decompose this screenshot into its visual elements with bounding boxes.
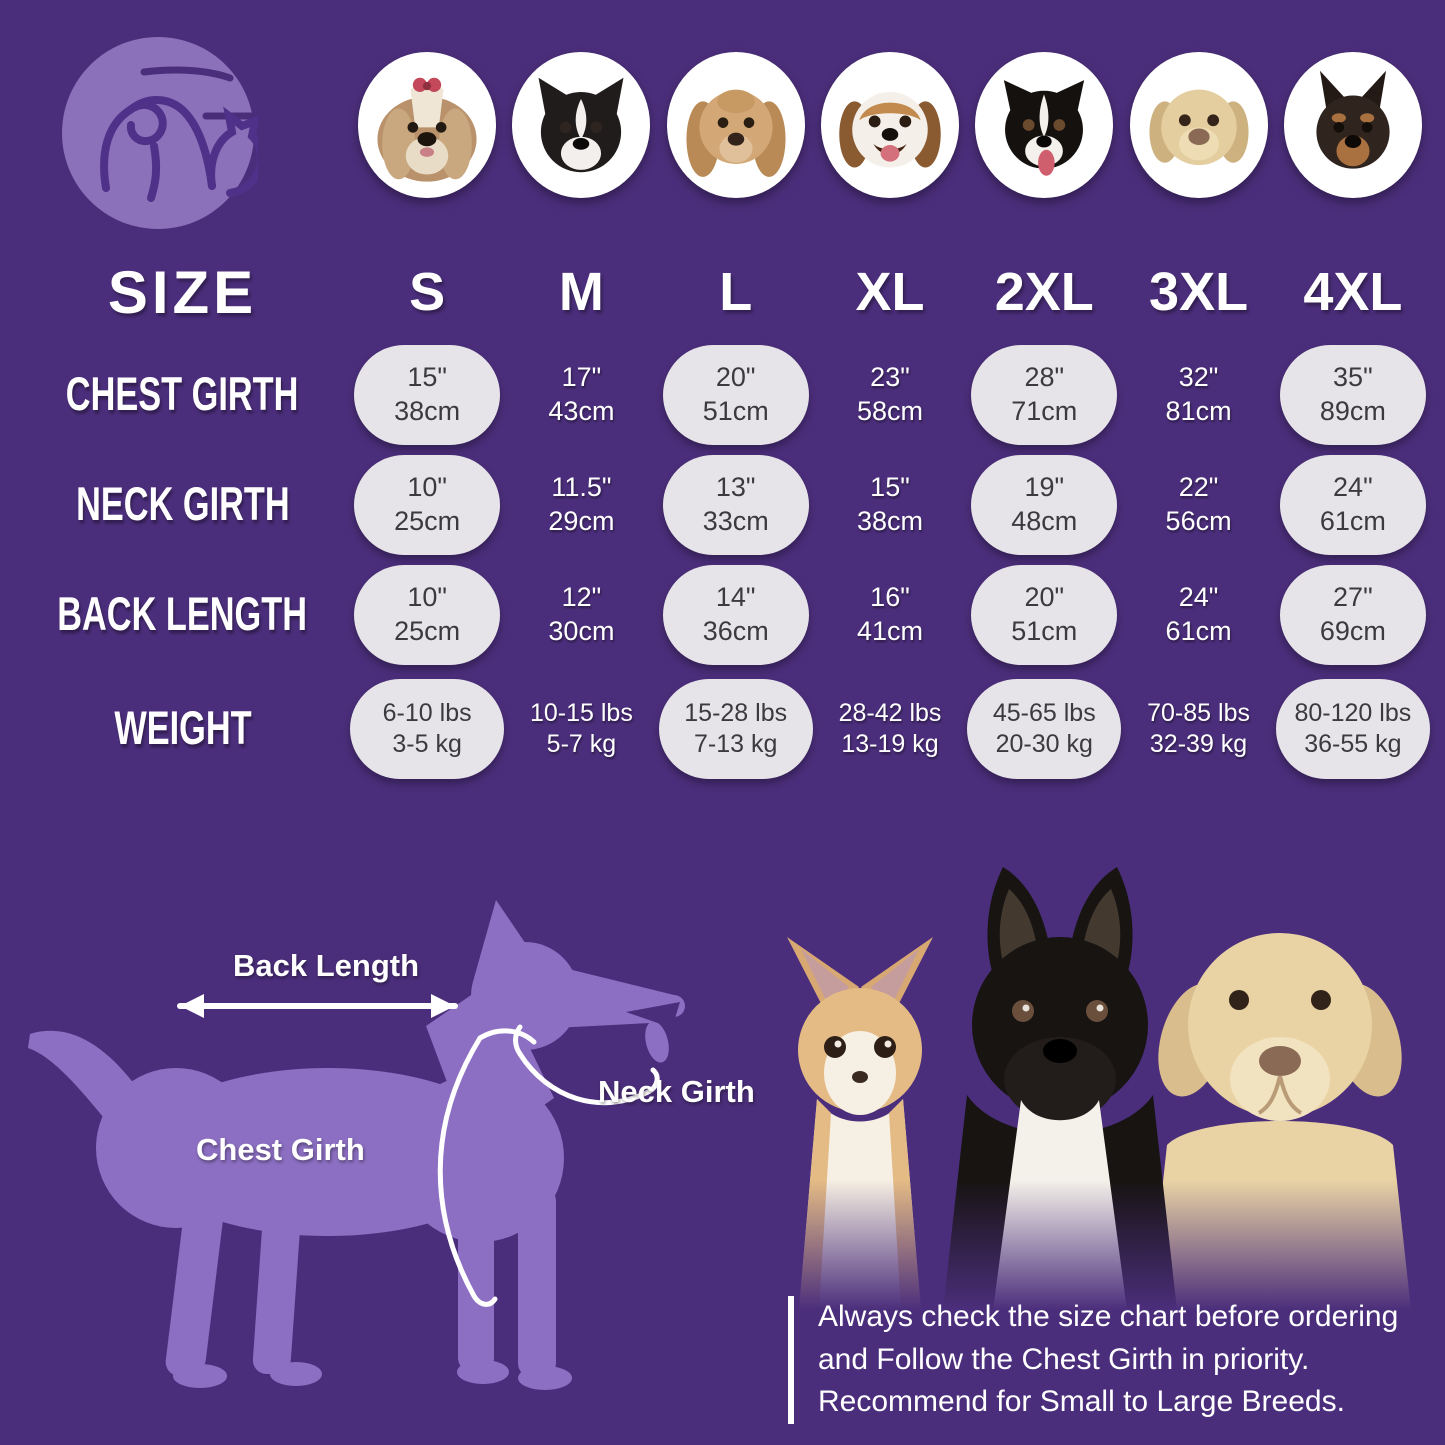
size-column-m: M xyxy=(558,262,604,322)
row-label-back-length: BACK LENGTH xyxy=(57,588,308,641)
row-label-chest-girth: CHEST GIRTH xyxy=(66,368,299,421)
table-cell: 19" 48cm xyxy=(971,455,1118,555)
table-cell: 20" 51cm xyxy=(971,565,1118,665)
table-cell: 28" 71cm xyxy=(971,345,1118,445)
size-column-l: L xyxy=(719,262,753,322)
dog-avatar-beagle xyxy=(820,52,959,198)
beagle-dog-icon xyxy=(839,91,941,168)
row-label-neck-girth: NECK GIRTH xyxy=(75,478,290,531)
dog-measurement-diagram-icon xyxy=(28,900,685,1390)
sizing-note: Always check the size chart before order… xyxy=(788,1296,1445,1424)
table-cell: 10" 25cm xyxy=(354,455,501,555)
table-cell: 14" 36cm xyxy=(662,565,809,665)
table-cell: 35" 89cm xyxy=(1279,345,1426,445)
table-cell: 15" 38cm xyxy=(856,472,923,536)
size-table-title: SIZE xyxy=(107,258,258,326)
table-cell: 6-10 lbs 3-5 kg xyxy=(350,679,505,779)
table-cell: 23" 58cm xyxy=(856,362,923,426)
table-cell: 15-28 lbs 7-13 kg xyxy=(658,679,813,779)
dog-avatar-shih-tzu xyxy=(358,52,497,198)
size-table: SIZE S M L XL 2XL 3XL 4XL CHEST GIRTH 15… xyxy=(15,244,1430,788)
shih-tzu-dog-icon xyxy=(377,77,477,182)
table-cell: 10" 25cm xyxy=(354,565,501,665)
table-cell: 17" 43cm xyxy=(548,362,615,426)
dog-avatar-labrador xyxy=(1129,52,1268,198)
table-cell: 28-42 lbs 13-19 kg xyxy=(838,698,942,758)
border-collie-dog-icon xyxy=(1004,80,1085,176)
labrador-dog-icon xyxy=(1148,89,1249,166)
dog-trio-photo xyxy=(735,867,1445,1310)
table-cell: 24" 61cm xyxy=(1165,582,1232,646)
sizing-note-line: Always check the size chart before order… xyxy=(818,1300,1399,1333)
sizing-note-line: Recommend for Small to Large Breeds. xyxy=(818,1385,1345,1419)
table-cell: 20" 51cm xyxy=(662,345,809,445)
row-label-weight: WEIGHT xyxy=(113,702,252,755)
table-cell: 16" 41cm xyxy=(856,582,923,646)
cocker-spaniel-dog-icon xyxy=(686,89,786,177)
table-cell: 27" 69cm xyxy=(1279,565,1426,665)
table-cell: 80-120 lbs 36-55 kg xyxy=(1275,679,1430,779)
dog-avatar-border-collie xyxy=(975,52,1114,198)
table-cell: 45-65 lbs 20-30 kg xyxy=(967,679,1122,779)
table-cell: 10-15 lbs 5-7 kg xyxy=(529,698,633,758)
breed-avatar-row xyxy=(350,52,1430,198)
neck-girth-label: Neck Girth xyxy=(598,1074,755,1109)
table-cell: 70-85 lbs 32-39 kg xyxy=(1147,698,1250,758)
size-column-4xl: 4XL xyxy=(1303,262,1403,322)
dog-avatar-cocker-spaniel xyxy=(666,52,805,198)
table-cell: 12" 30cm xyxy=(548,582,615,646)
table-cell: 24" 61cm xyxy=(1279,455,1426,555)
doberman-dog-icon xyxy=(1316,70,1390,169)
dog-avatar-boston-terrier xyxy=(512,52,651,198)
table-cell: 11.5" 29cm xyxy=(548,472,615,536)
boston-terrier-dog-icon xyxy=(538,77,624,173)
table-cell: 15" 38cm xyxy=(354,345,501,445)
table-cell: 13" 33cm xyxy=(662,455,809,555)
size-column-xl: XL xyxy=(855,262,925,322)
table-cell: 32" 81cm xyxy=(1165,362,1232,426)
size-column-2xl: 2XL xyxy=(994,262,1094,322)
size-column-3xl: 3XL xyxy=(1149,262,1249,322)
table-cell: 22" 56cm xyxy=(1165,472,1232,536)
dog-avatar-doberman xyxy=(1283,52,1422,198)
size-column-s: S xyxy=(409,262,446,322)
dog-and-cat-logo-icon xyxy=(62,37,258,229)
chest-girth-label: Chest Girth xyxy=(196,1132,365,1167)
back-length-label: Back Length xyxy=(232,948,420,983)
sizing-note-line: and Follow the Chest Girth in priority. xyxy=(818,1342,1310,1376)
